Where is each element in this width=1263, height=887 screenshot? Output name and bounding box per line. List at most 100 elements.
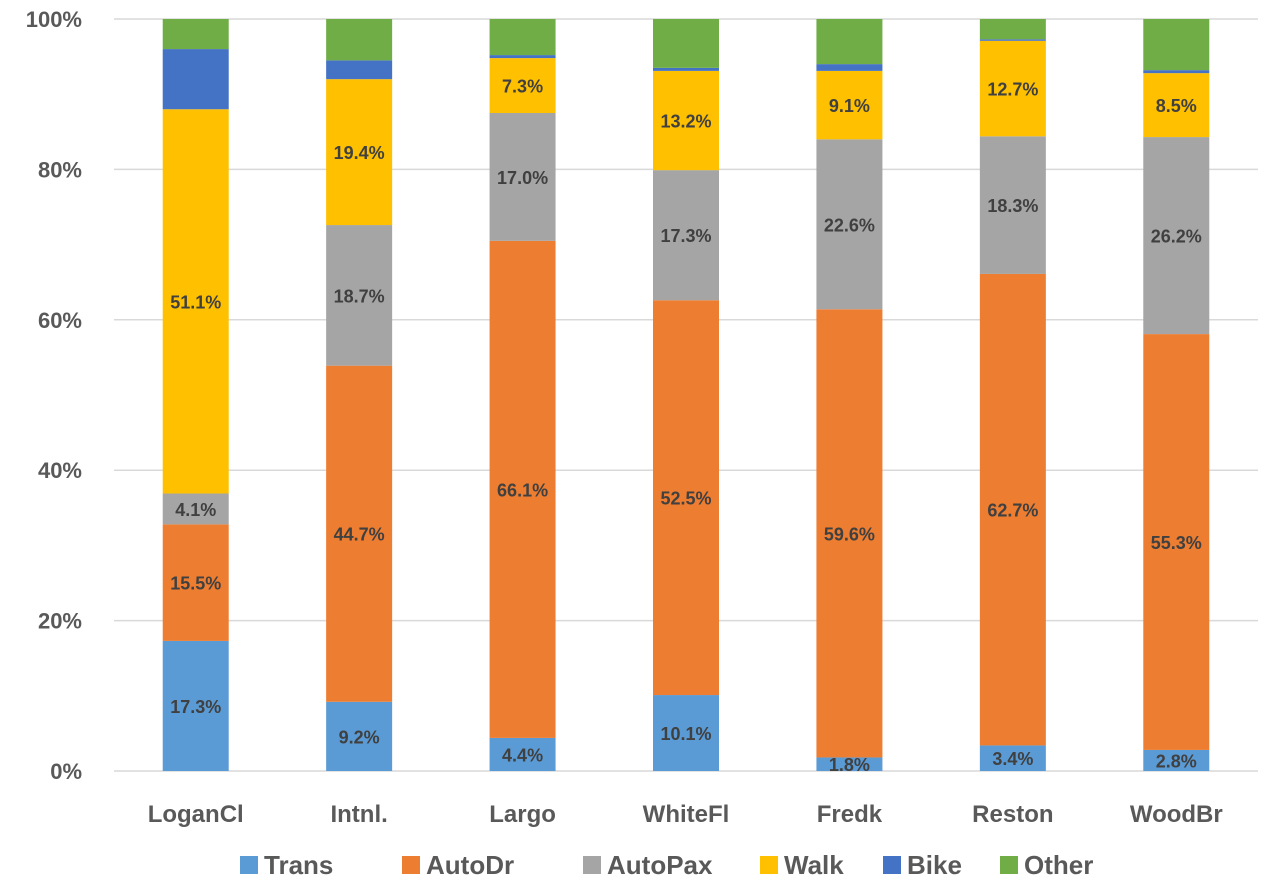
data-label: 17.0%	[497, 168, 548, 188]
data-label: 66.1%	[497, 480, 548, 500]
data-label: 2.8%	[1156, 751, 1197, 771]
data-label: 51.1%	[170, 292, 221, 312]
y-tick-label: 100%	[26, 7, 82, 32]
legend-label: Trans	[264, 850, 333, 880]
data-label: 19.4%	[334, 143, 385, 163]
data-label: 17.3%	[660, 226, 711, 246]
y-axis: 0% 20% 40% 60% 80% 100%	[26, 7, 82, 784]
bar-segment-other	[653, 19, 719, 68]
legend-swatch-trans	[240, 856, 258, 874]
data-label: 3.4%	[992, 749, 1033, 769]
y-tick-label: 20%	[38, 609, 82, 634]
x-tick-label: WhiteFl	[643, 801, 730, 828]
bar-segment-walk	[326, 79, 393, 226]
bar-segment-walk	[816, 70, 883, 140]
y-tick-label: 0%	[50, 759, 82, 784]
bar-segment-other	[1143, 19, 1210, 71]
data-label: 9.2%	[339, 727, 380, 747]
bar-segment-autopax	[816, 139, 883, 310]
bar-segment-autopax	[979, 136, 1046, 274]
data-label: 10.1%	[660, 724, 711, 744]
bar-segment-other	[489, 19, 556, 56]
legend-label: AutoPax	[607, 850, 713, 880]
y-tick-label: 40%	[38, 458, 82, 483]
x-axis: LoganCl Intnl. Largo WhiteFl Fredk Reston Wood…	[148, 801, 1223, 828]
data-label: 62.7%	[987, 501, 1038, 521]
data-label: 18.7%	[334, 286, 385, 306]
bar-segment-trans	[979, 745, 1046, 771]
data-label: 22.6%	[824, 215, 875, 235]
data-label: 4.4%	[502, 745, 543, 765]
data-label: 15.5%	[170, 574, 221, 594]
legend-label: AutoDr	[426, 850, 514, 880]
data-label: 17.3%	[170, 697, 221, 717]
data-label: 52.5%	[660, 489, 711, 509]
legend-swatch-autopax	[583, 856, 601, 874]
bar-segment-walk	[162, 109, 229, 494]
x-tick-label: Reston	[972, 801, 1053, 828]
y-tick-label: 80%	[38, 157, 82, 182]
data-label: 26.2%	[1151, 227, 1202, 247]
bar-segment-bike	[979, 39, 1046, 41]
legend-swatch-other	[1000, 856, 1018, 874]
bars: 17.3% 15.5% 4.1% 51.1% 9.2% 44.7% 18.7% 19.4% 4.…	[162, 19, 1210, 775]
legend-label: Bike	[907, 850, 962, 880]
data-label: 8.5%	[1156, 96, 1197, 116]
data-label: 1.8%	[829, 755, 870, 775]
bar-segment-autodr	[979, 273, 1046, 746]
legend: Trans AutoDr AutoPax Walk Bike Other	[240, 850, 1093, 880]
data-label: 44.7%	[334, 525, 385, 545]
bar-segment-trans	[1143, 749, 1210, 771]
bar-segment-autopax	[653, 170, 719, 301]
bar-segment-bike	[653, 67, 719, 71]
bar-segment-autodr	[162, 524, 229, 641]
bar-segment-trans	[816, 757, 883, 771]
bar-segment-other	[979, 19, 1046, 40]
bar-segment-autopax	[162, 493, 229, 525]
data-label: 55.3%	[1151, 533, 1202, 553]
data-label: 9.1%	[829, 96, 870, 116]
bar-segment-bike	[816, 64, 883, 71]
bar-segment-other	[162, 19, 229, 50]
x-tick-label: Fredk	[817, 801, 883, 828]
bar-segment-autodr	[489, 240, 556, 738]
data-label: 4.1%	[175, 500, 216, 520]
bar-segment-trans	[653, 695, 719, 771]
bar-segment-bike	[326, 60, 393, 80]
bar-segment-autopax	[1143, 137, 1210, 335]
x-tick-label: Intnl.	[330, 801, 387, 828]
data-label: 18.3%	[987, 196, 1038, 216]
legend-swatch-bike	[883, 856, 901, 874]
bar-segment-autopax	[489, 113, 556, 241]
legend-label: Other	[1024, 850, 1093, 880]
data-label: 12.7%	[987, 80, 1038, 100]
bar-segment-walk	[653, 70, 719, 171]
bar-segment-autopax	[326, 225, 393, 366]
bar-segment-bike	[1143, 70, 1210, 74]
data-label: 7.3%	[502, 77, 543, 97]
bar-segment-trans	[489, 737, 556, 771]
legend-label: Walk	[784, 850, 844, 880]
bar-segment-other	[816, 19, 883, 65]
x-tick-label: Largo	[489, 801, 556, 828]
bar-segment-trans	[326, 701, 393, 771]
bar-segment-autodr	[816, 309, 883, 758]
x-tick-label: LoganCl	[148, 801, 244, 828]
bar-segment-trans	[162, 640, 229, 771]
x-tick-label: WoodBr	[1130, 801, 1223, 828]
bar-segment-autodr	[1143, 334, 1210, 750]
bar-segment-autodr	[653, 300, 719, 696]
bar-segment-other	[326, 19, 393, 61]
bar-segment-bike	[489, 55, 556, 59]
y-tick-label: 60%	[38, 308, 82, 333]
data-label: 59.6%	[824, 524, 875, 544]
bar-segment-autodr	[326, 365, 393, 702]
bar-segment-walk	[979, 40, 1046, 137]
bar-segment-walk	[1143, 73, 1210, 138]
legend-swatch-autodr	[402, 856, 420, 874]
bar-segment-walk	[489, 58, 556, 113]
bar-segment-bike	[162, 49, 229, 110]
data-label: 13.2%	[660, 112, 711, 132]
legend-swatch-walk	[760, 856, 778, 874]
